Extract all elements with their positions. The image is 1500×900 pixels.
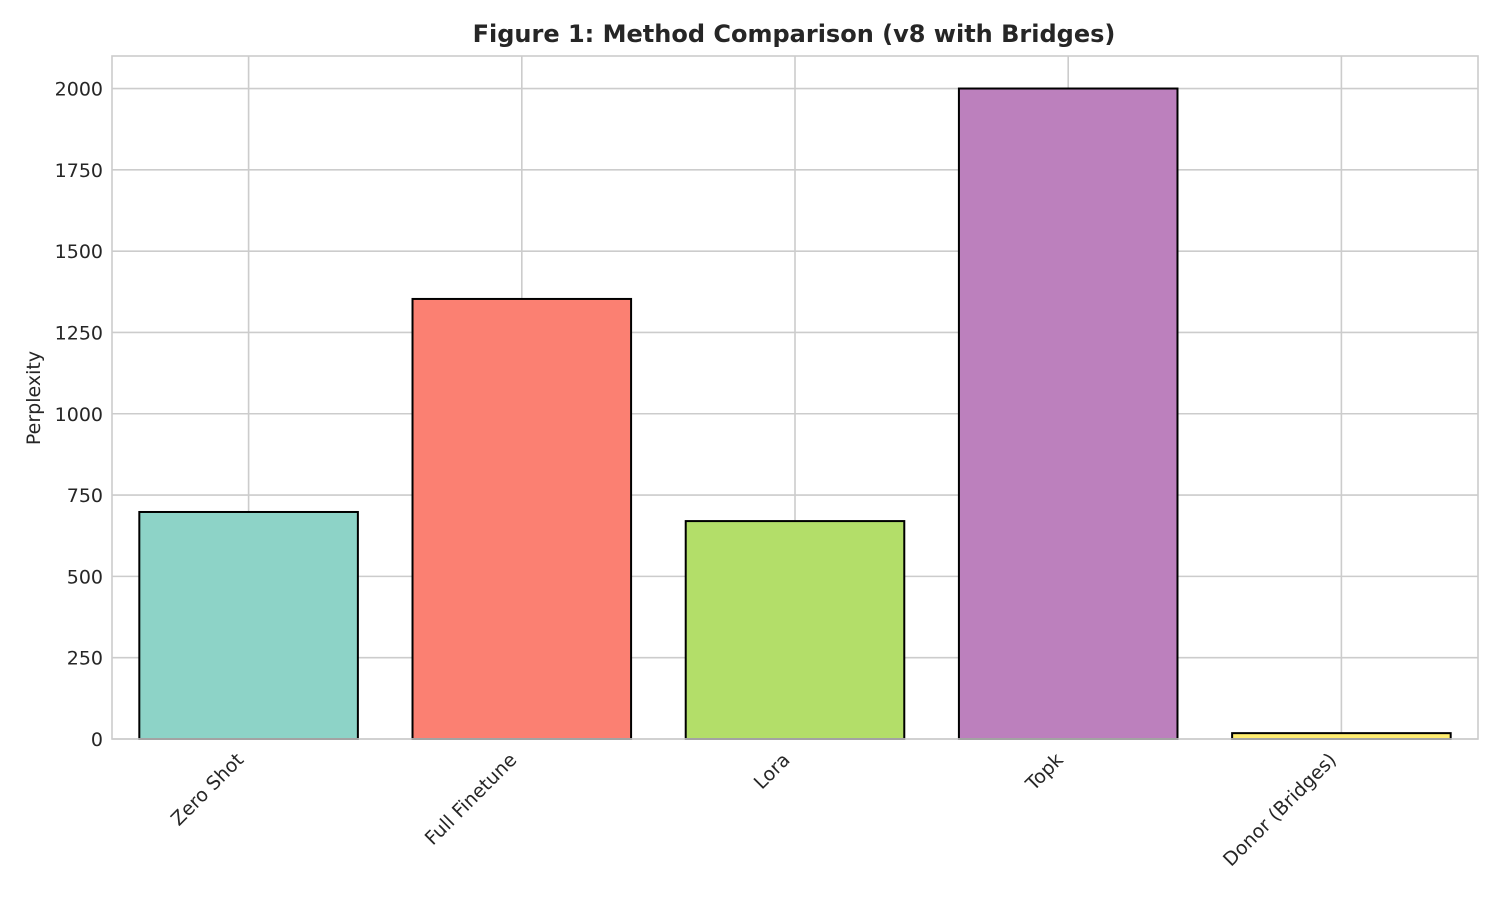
- y-tick-label: 1250: [55, 322, 103, 344]
- x-tick-label: Donor (Bridges): [1219, 749, 1341, 871]
- bar-donor-bridges: [1231, 732, 1452, 740]
- y-axis-label: Perplexity: [23, 351, 45, 445]
- y-tick-label: 2000: [55, 79, 103, 101]
- y-tick-label: 250: [67, 648, 103, 670]
- y-tick-labels: 0 250 500 750 1000 1250 1500 1750 2000: [55, 79, 103, 751]
- bar-zero-shot: [138, 510, 359, 740]
- bar-full-finetune: [411, 297, 633, 740]
- y-tick-label: 1500: [55, 241, 103, 263]
- x-tick-labels: Zero Shot Full Finetune Lora Topk Donor (Bri…: [167, 749, 1341, 871]
- y-tick-label: 1000: [55, 404, 103, 426]
- bar-topk: [957, 87, 1179, 741]
- bars: [138, 87, 1452, 741]
- y-tick-label: 500: [67, 566, 103, 588]
- x-tick-label: Full Finetune: [421, 749, 522, 850]
- y-tick-label: 750: [67, 485, 103, 507]
- x-tick-label: Lora: [750, 749, 795, 794]
- x-tick-label: Zero Shot: [167, 749, 248, 830]
- y-tick-label: 0: [91, 729, 103, 751]
- chart-title: Figure 1: Method Comparison (v8 with Bri…: [473, 20, 1116, 48]
- bar-lora: [684, 520, 906, 740]
- plot-frame: [111, 55, 1479, 740]
- y-tick-label: 1750: [55, 160, 103, 182]
- x-tick-label: Topk: [1021, 749, 1068, 796]
